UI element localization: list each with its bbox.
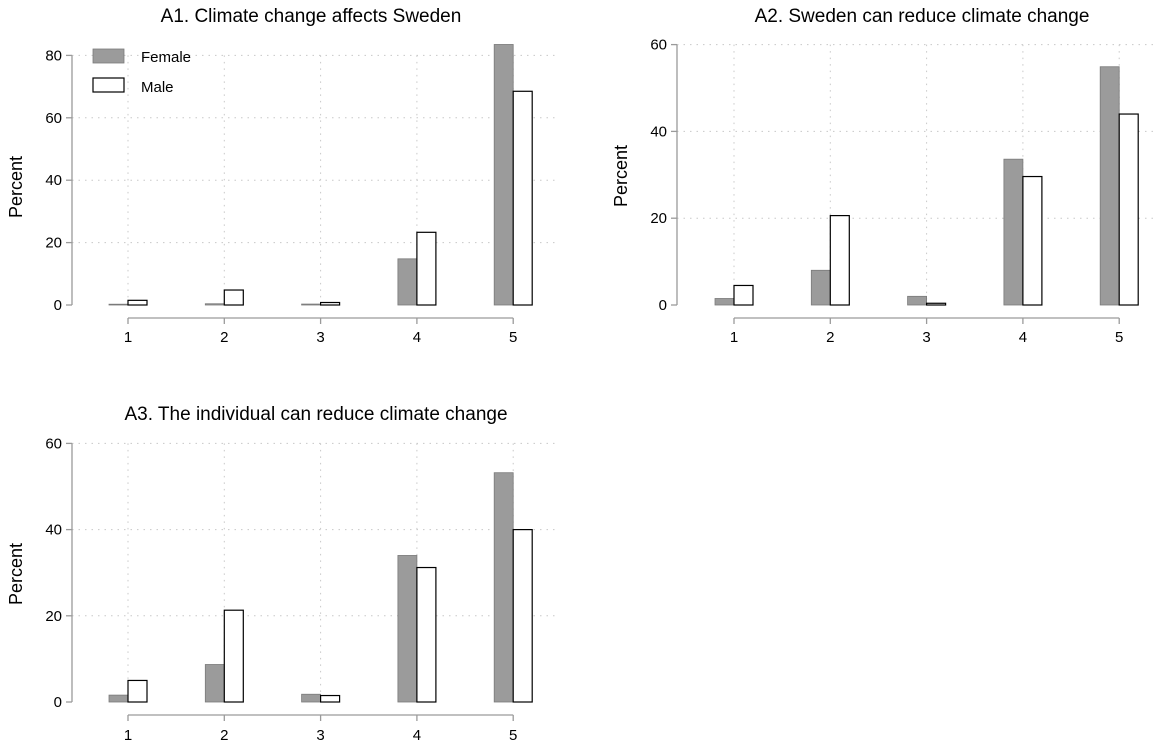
y-tick-label: 40 xyxy=(650,123,667,140)
legend: Female Male xyxy=(92,48,191,96)
x-tick-label: 5 xyxy=(509,727,517,744)
legend-swatch-female xyxy=(92,48,125,64)
y-axis-label: Percent xyxy=(6,543,26,605)
bar-female xyxy=(301,303,322,306)
bar-female xyxy=(907,295,927,306)
bar-male xyxy=(925,302,947,306)
chart-title: A2. Sweden can reduce climate change xyxy=(755,6,1090,27)
y-axis-label: Percent xyxy=(6,156,26,218)
bar-male xyxy=(223,289,244,306)
panel-a3: A3. The individual can reduce climate ch… xyxy=(6,404,555,744)
bar-male xyxy=(223,609,244,703)
bar-male xyxy=(829,214,850,306)
x-tick-label: 1 xyxy=(124,329,132,346)
bar-male xyxy=(512,528,533,703)
y-tick-label: 80 xyxy=(45,47,62,64)
bar-female xyxy=(714,298,735,306)
bar-male xyxy=(416,231,437,306)
panel-a2: A2. Sweden can reduce climate change Per… xyxy=(611,6,1156,346)
bar-male xyxy=(512,90,533,306)
x-tick-label: 2 xyxy=(826,329,834,346)
bar-female xyxy=(397,555,418,703)
x-tick-label: 5 xyxy=(1115,329,1123,346)
x-tick-label: 5 xyxy=(509,329,517,346)
bar-male xyxy=(1022,175,1043,306)
y-tick-label: 0 xyxy=(54,297,62,314)
bar-male xyxy=(320,694,341,703)
bar-male xyxy=(1118,113,1139,306)
x-tick-label: 3 xyxy=(316,727,324,744)
y-tick-label: 20 xyxy=(45,235,62,252)
bar-male xyxy=(127,679,148,703)
legend-label-female: Female xyxy=(141,49,191,66)
y-tick-label: 60 xyxy=(650,37,667,54)
bar-female xyxy=(108,303,129,306)
bar-female xyxy=(397,258,418,306)
bar-female xyxy=(204,664,225,703)
bar-female xyxy=(1003,158,1024,306)
y-tick-label: 20 xyxy=(650,210,667,227)
bar-male xyxy=(127,299,148,306)
chart-title: A3. The individual can reduce climate ch… xyxy=(124,404,507,425)
bar-male xyxy=(733,284,754,306)
bar-female xyxy=(1099,66,1120,306)
legend-label-male: Male xyxy=(141,79,174,96)
x-tick-label: 4 xyxy=(1019,329,1027,346)
x-tick-label: 2 xyxy=(220,727,228,744)
y-tick-label: 0 xyxy=(659,297,667,314)
x-tick-label: 2 xyxy=(220,329,228,346)
bar-male xyxy=(320,301,341,306)
y-tick-label: 40 xyxy=(45,172,62,189)
y-tick-label: 20 xyxy=(45,608,62,625)
bar-female xyxy=(493,472,514,703)
x-tick-label: 3 xyxy=(922,329,930,346)
bar-female xyxy=(301,693,322,703)
bar-female xyxy=(204,303,225,306)
y-tick-label: 0 xyxy=(54,694,62,711)
y-tick-label: 40 xyxy=(45,522,62,539)
y-tick-label: 60 xyxy=(45,110,62,127)
bar-female xyxy=(108,694,129,703)
y-axis-label: Percent xyxy=(611,145,631,207)
chart-title: A1. Climate change affects Sweden xyxy=(161,6,462,27)
x-tick-label: 3 xyxy=(316,329,324,346)
bar-female xyxy=(493,44,514,306)
x-tick-label: 1 xyxy=(730,329,738,346)
panel-a1: A1. Climate change affects Sweden Percen… xyxy=(6,6,555,346)
legend-swatch-male xyxy=(92,77,125,93)
x-tick-label: 1 xyxy=(124,727,132,744)
x-tick-label: 4 xyxy=(413,329,421,346)
bar-male xyxy=(416,566,437,703)
y-tick-label: 60 xyxy=(45,435,62,452)
x-tick-label: 4 xyxy=(413,727,421,744)
bar-female xyxy=(810,269,831,306)
